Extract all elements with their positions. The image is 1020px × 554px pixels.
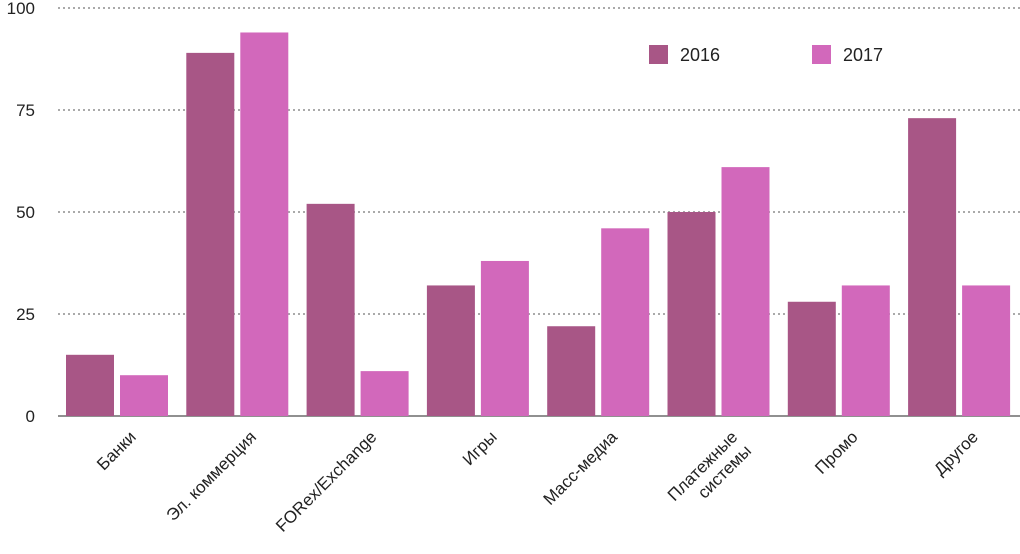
category-label: FORex/Exchange: [272, 427, 380, 535]
category-label-line: Эл. коммерция: [163, 427, 260, 524]
bar-2017-4: [601, 228, 650, 416]
bar-2016-0: [66, 354, 114, 416]
bar-2017-7: [962, 285, 1011, 416]
bar-2017-1: [240, 32, 289, 416]
bar-2017-0: [120, 375, 168, 416]
bar-2016-7: [908, 118, 957, 416]
legend-label-2017: 2017: [843, 45, 883, 65]
y-tick-label: 100: [7, 0, 35, 18]
bar-2016-1: [186, 52, 235, 416]
category-label: Промо: [811, 427, 861, 477]
bar-2016-4: [547, 326, 596, 416]
category-label-line: FORex/Exchange: [272, 427, 380, 535]
y-tick-label: 50: [16, 203, 35, 222]
bar-2016-3: [426, 285, 475, 416]
bar-2017-6: [841, 285, 890, 416]
category-label: Банки: [93, 427, 140, 474]
y-tick-label: 0: [26, 407, 35, 426]
category-label: Другое: [930, 427, 982, 479]
category-label: Масс-медиа: [540, 427, 622, 509]
category-label: Игры: [459, 427, 501, 469]
legend-label-2016: 2016: [680, 45, 720, 65]
bar-2017-5: [721, 167, 770, 416]
bar-2016-6: [787, 301, 836, 416]
y-tick-label: 75: [16, 101, 35, 120]
bar-2016-5: [667, 212, 716, 416]
y-tick-label: 25: [16, 305, 35, 324]
bar-2017-2: [360, 371, 409, 416]
category-label-line: Промо: [811, 427, 861, 477]
category-label-line: Масс-медиа: [540, 427, 622, 509]
category-label: Эл. коммерция: [163, 427, 260, 524]
category-label-line: Банки: [93, 427, 140, 474]
category-label-line: Другое: [930, 427, 982, 479]
bar-2016-2: [306, 203, 355, 416]
legend-swatch-2016: [649, 45, 668, 64]
bar-2017-3: [480, 260, 529, 416]
legend-swatch-2017: [812, 45, 831, 64]
category-label: Платежныесистемы: [664, 427, 755, 518]
category-label-line: Игры: [459, 427, 501, 469]
